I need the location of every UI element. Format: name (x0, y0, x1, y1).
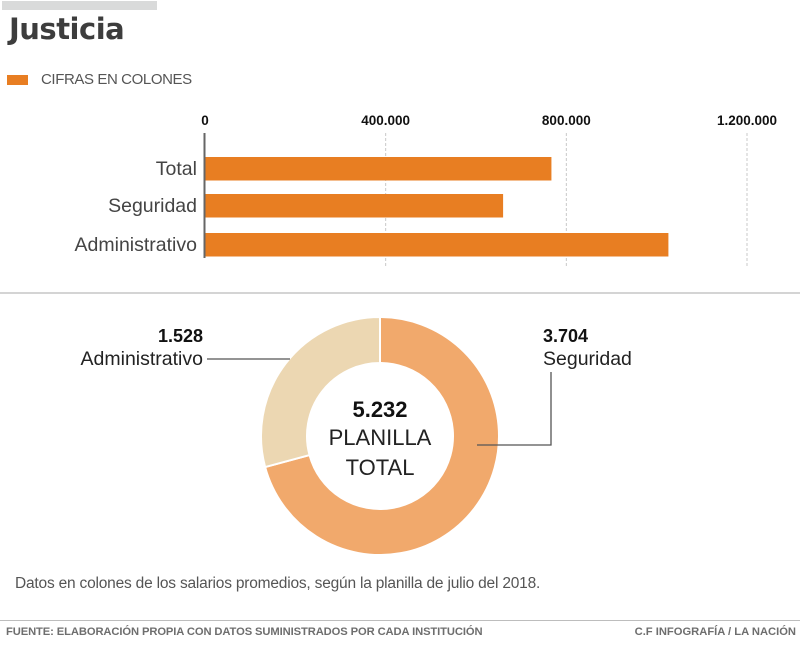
administrativo-value-label: 1.528 (158, 326, 203, 346)
donut-center-label-line1: PLANILLA (329, 425, 432, 450)
donut-center-label-line2: TOTAL (346, 455, 415, 480)
donut-center-value: 5.232 (352, 397, 407, 422)
header-accent-bar (2, 1, 157, 10)
legend-label: CIFRAS EN COLONES (41, 71, 192, 88)
seguridad-leader-line (477, 372, 552, 446)
administrativo-slice-label: Administrativo (81, 348, 204, 370)
chart-note: Datos en colones de los salarios promedi… (15, 575, 541, 592)
footer-divider (0, 620, 800, 621)
seguridad-value-label: 3.704 (543, 326, 588, 346)
category-label: Seguridad (108, 195, 197, 217)
x-tick-label: 800.000 (542, 113, 591, 128)
page-title: Justicia (9, 12, 125, 46)
legend: CIFRAS EN COLONES (7, 71, 192, 88)
x-tick-label: 400.000 (361, 113, 410, 128)
donut-slice-administrativo (260, 315, 381, 469)
author-credit: C.F INFOGRAFÍA / LA NACIÓN (634, 626, 796, 638)
seguridad-slice-label: Seguridad (543, 348, 632, 370)
source-credit: FUENTE: ELABORACIÓN PROPIA CON DATOS SUM… (6, 626, 483, 638)
category-label: Administrativo (75, 234, 198, 256)
x-tick-label: 0 (201, 113, 209, 128)
category-label: Total (156, 158, 197, 180)
donut-chart: 1.528 Administrativo 3.704 Seguridad 5.2… (81, 315, 632, 556)
bar-seguridad (205, 194, 504, 218)
bar-administrativo (205, 233, 669, 257)
donut-slice-seguridad (263, 315, 500, 556)
section-divider (0, 292, 800, 294)
legend-swatch (7, 74, 28, 85)
bar-chart: 0 400.000 800.000 1.200.000 Total Seguridad A… (75, 113, 777, 268)
bar-total (205, 157, 552, 181)
x-tick-label: 1.200.000 (717, 113, 777, 128)
